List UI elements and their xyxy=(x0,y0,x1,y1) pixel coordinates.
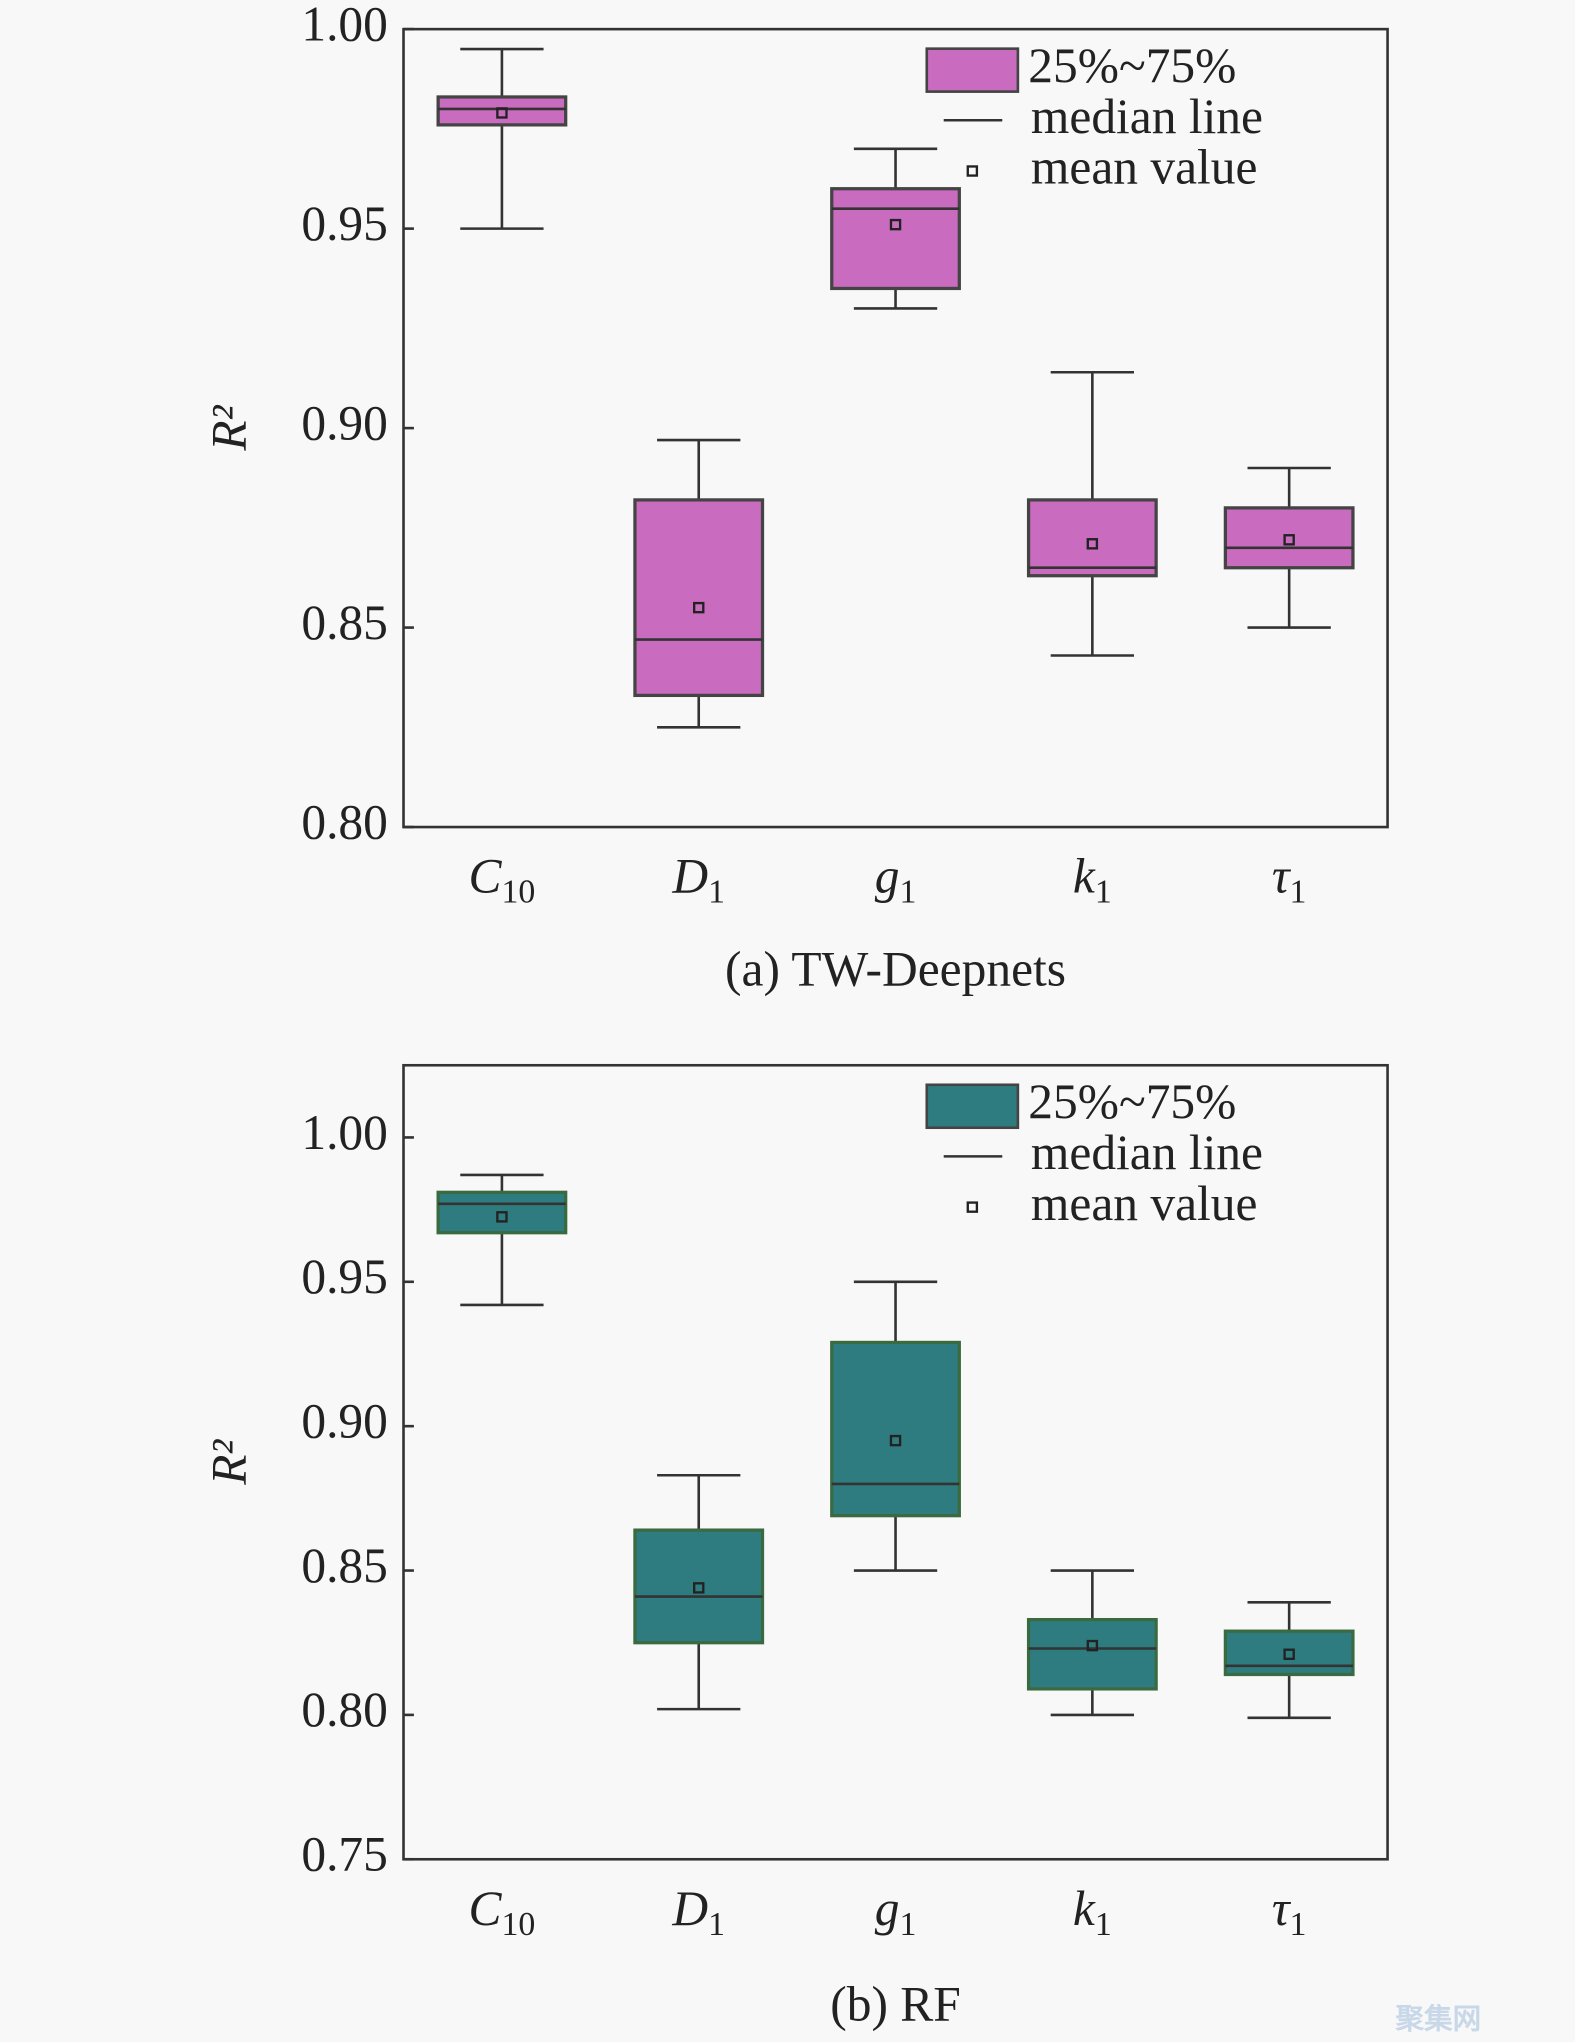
box xyxy=(633,1528,765,1645)
chart: 0.80 0.85 0.90 0.95 1.00 R² (a) TW-Deepnets C10… xyxy=(202,0,1389,996)
x-tick-label: D1 xyxy=(671,849,725,910)
y-tick-label: 0.75 xyxy=(301,1827,388,1882)
legend-label: 25%~75% xyxy=(1028,1074,1236,1129)
legend-label: 25%~75% xyxy=(1028,38,1236,93)
legend-swatch xyxy=(925,47,1020,93)
watermark: 聚集网 xyxy=(1394,2002,1481,2036)
box xyxy=(633,498,765,698)
box xyxy=(436,95,568,127)
y-tick-label: 1.00 xyxy=(301,0,388,51)
chart: 0.75 0.80 0.85 0.90 0.95 1.00 R² (b) RF C10 D1 g1 k… xyxy=(202,1063,1389,2031)
box xyxy=(830,1340,961,1518)
x-tick-label: τ1 xyxy=(1272,849,1307,910)
box xyxy=(1223,1629,1355,1677)
y-tick-label: 0.85 xyxy=(301,1538,388,1593)
legend-label: median line xyxy=(1031,89,1263,144)
chart-title: (a) TW-Deepnets xyxy=(725,941,1066,996)
mean-marker xyxy=(496,1211,508,1223)
mean-marker xyxy=(1283,1648,1295,1660)
mean-marker xyxy=(1283,534,1295,546)
legend-swatch xyxy=(925,1083,1020,1130)
box xyxy=(436,1190,568,1235)
x-tick-label: τ1 xyxy=(1272,1881,1307,1942)
plot-frame xyxy=(402,1063,1389,1861)
x-tick-label: k1 xyxy=(1073,1881,1112,1942)
mean-marker xyxy=(692,601,705,614)
x-tick-label: C10 xyxy=(469,849,536,910)
y-tick-label: 0.80 xyxy=(301,1682,388,1737)
box xyxy=(1026,498,1158,578)
x-tick-label: g1 xyxy=(875,849,917,910)
x-tick-label: D1 xyxy=(671,1881,725,1942)
y-tick-label: 0.90 xyxy=(301,395,388,450)
chart-title: (b) RF xyxy=(830,1976,961,2031)
legend-label: mean value xyxy=(1031,1176,1258,1231)
mean-marker xyxy=(496,107,508,119)
y-tick-label: 0.90 xyxy=(301,1394,388,1449)
y-tick-label: 1.00 xyxy=(301,1105,388,1160)
box xyxy=(1223,506,1355,570)
y-tick-label: 0.85 xyxy=(301,595,388,650)
y-axis-label: R² xyxy=(202,1439,257,1486)
y-tick-label: 0.95 xyxy=(301,1249,388,1304)
y-axis-label: R² xyxy=(202,404,257,451)
mean-marker xyxy=(692,1582,705,1594)
y-tick-label: 0.95 xyxy=(301,196,388,251)
legend-label: median line xyxy=(1031,1125,1263,1180)
legend-mean xyxy=(966,1201,979,1213)
box xyxy=(1026,1617,1158,1691)
x-tick-label: g1 xyxy=(875,1881,917,1942)
box xyxy=(830,187,961,291)
mean-marker xyxy=(889,1434,902,1447)
mean-marker xyxy=(1086,538,1099,550)
y-tick-label: 0.80 xyxy=(301,794,388,849)
mean-marker xyxy=(889,218,902,231)
x-tick-label: k1 xyxy=(1073,849,1112,910)
x-tick-label: C10 xyxy=(469,1881,536,1942)
legend-mean xyxy=(966,165,979,177)
legend-label: mean value xyxy=(1031,140,1258,195)
mean-marker xyxy=(1086,1639,1099,1652)
